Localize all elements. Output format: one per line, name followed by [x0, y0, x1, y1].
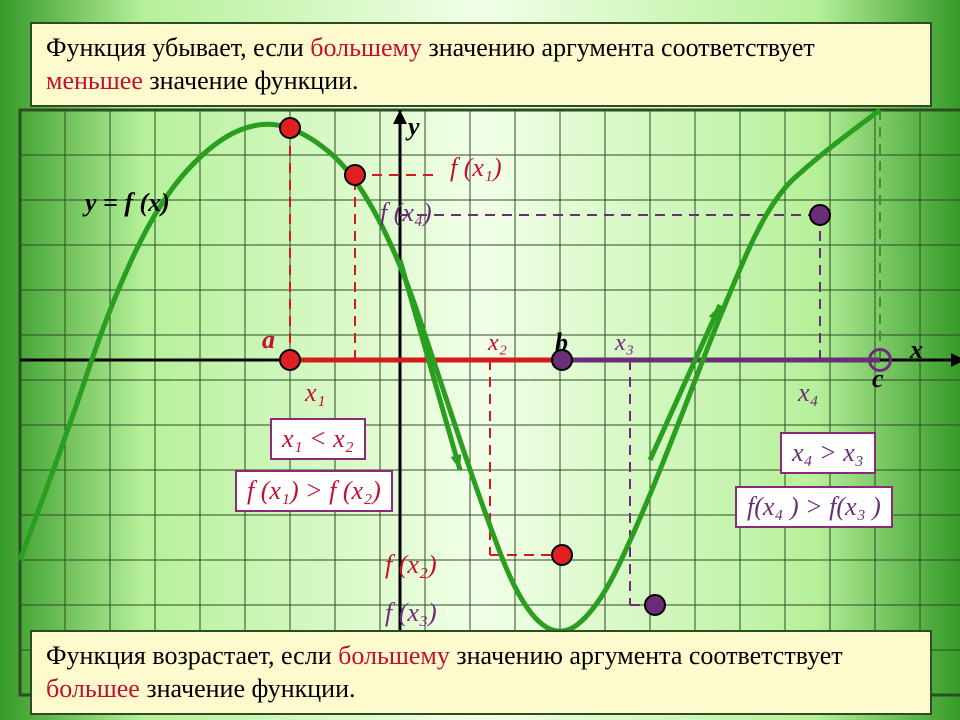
- bot-text-post: значение функции.: [140, 674, 356, 703]
- label-fx1: f (x₁): [450, 153, 502, 183]
- label-fx3: f (x₃): [385, 598, 437, 628]
- label-x2: x₂: [488, 330, 507, 357]
- axis-y-label: y: [408, 112, 420, 142]
- bot-text-pre: Функция возрастает, если: [46, 641, 338, 670]
- bot-text-mid: значению аргумента соответствует: [450, 641, 843, 670]
- label-x1: x₁: [305, 378, 326, 408]
- point: [279, 349, 301, 371]
- point: [644, 594, 666, 616]
- diagram-svg: [0, 0, 960, 720]
- label-fx4: f (x₄): [380, 198, 432, 228]
- top-text-red1: большему: [310, 33, 422, 62]
- axis-x-label: x: [910, 335, 923, 365]
- point: [279, 117, 301, 139]
- tag-fx4-gt-fx3: f(x₄ ) > f(x₃ ): [735, 486, 893, 528]
- top-text-post: значение функции.: [143, 66, 359, 95]
- stage: y x a b c x₁ x₂ x₃ x₄ f (x₁) f (x₂) f (x…: [0, 0, 960, 720]
- top-text-red2: меньшее: [46, 66, 143, 95]
- tag-fx1-gt-fx2: f (x₁) > f (x₂): [235, 470, 393, 512]
- top-text-pre: Функция убывает, если: [46, 33, 310, 62]
- bot-text-red2: большее: [46, 674, 140, 703]
- tag-x1-lt-x2: x₁ < x₂: [270, 418, 366, 460]
- point: [551, 544, 573, 566]
- bot-text-red1: большему: [338, 641, 450, 670]
- label-x3: x₃: [615, 330, 634, 357]
- label-a: a: [262, 325, 275, 355]
- top-text-mid: значению аргумента соответствует: [422, 33, 815, 62]
- point: [809, 204, 831, 226]
- open-point: [868, 348, 892, 372]
- top-definition-box: Функция убывает, если большему значению …: [30, 22, 932, 107]
- point: [344, 164, 366, 186]
- label-x4: x₄: [798, 378, 819, 408]
- label-yfx: y = f (x): [85, 188, 170, 218]
- point: [551, 349, 573, 371]
- label-fx2: f (x₂): [385, 550, 437, 580]
- bottom-definition-box: Функция возрастает, если большему значен…: [30, 630, 932, 715]
- tag-x4-gt-x3: x₄ > x₃: [780, 432, 876, 474]
